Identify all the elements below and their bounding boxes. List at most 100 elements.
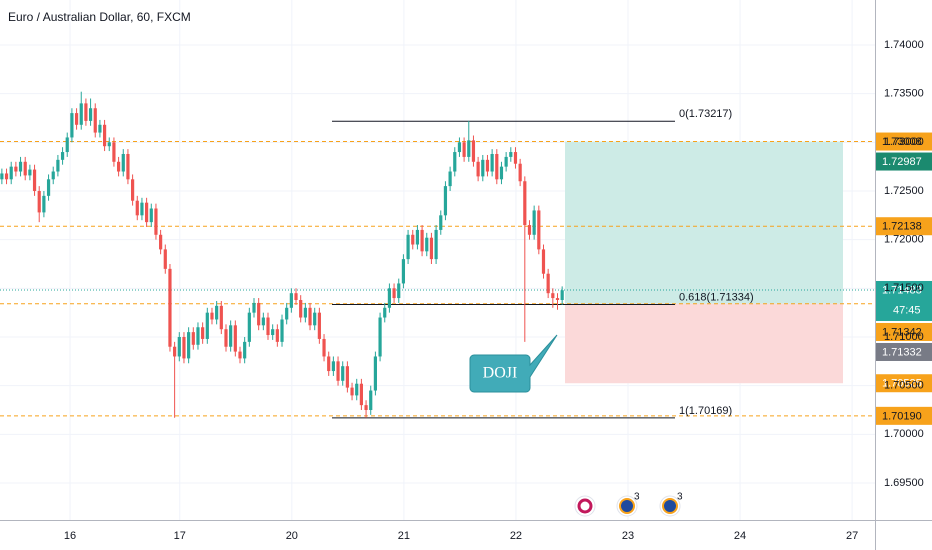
candle-body <box>499 166 504 180</box>
candle-body <box>163 249 167 269</box>
chart-title: Euro / Australian Dollar, 60, FXCM <box>8 10 191 24</box>
price-tag-label: 1.72987 <box>882 156 922 168</box>
candle-body <box>173 346 177 357</box>
candle-body <box>247 312 251 342</box>
candle-body <box>51 171 55 180</box>
event-icon <box>619 498 635 514</box>
candle-body <box>74 113 79 125</box>
price-tag-label: 1.72138 <box>882 221 922 233</box>
candle-body <box>116 161 121 172</box>
candle-body <box>233 325 237 352</box>
y-tick-label: 1.69500 <box>884 477 924 489</box>
candle-body <box>303 307 307 318</box>
price-tag-label: 1.70525 <box>882 378 922 390</box>
candle-body <box>70 113 74 138</box>
candle-body <box>345 366 349 388</box>
candle-body <box>261 317 265 326</box>
candle-body <box>229 325 233 347</box>
price-tag-label: 1.73008 <box>882 136 922 148</box>
x-tick-label: 17 <box>174 530 186 542</box>
candle-body <box>37 190 41 213</box>
candle-body <box>490 153 494 172</box>
candle-body <box>537 210 541 250</box>
x-tick-label: 24 <box>734 530 746 542</box>
candle-body <box>429 237 434 260</box>
fib-label: 1(1.70169) <box>679 405 732 417</box>
candle-body <box>210 312 214 320</box>
candle-body <box>518 163 522 182</box>
candle-body <box>257 302 261 326</box>
candle-body <box>369 390 373 411</box>
drawings: 0(1.73217) 0.618(1.71334) 1(1.70169) DOJI <box>0 108 875 419</box>
y-tick-label: 1.73500 <box>884 88 924 100</box>
price-tag-label: 1.71342 <box>882 326 922 338</box>
candle-body <box>42 195 46 213</box>
y-tick-label: 1.71000 <box>884 331 924 343</box>
x-tick-label: 16 <box>64 530 76 542</box>
candle-body <box>4 173 9 180</box>
candle-body <box>509 152 513 157</box>
candle-body <box>471 140 476 162</box>
candle-body <box>476 161 480 177</box>
candle-body <box>387 288 392 308</box>
event-icon <box>577 498 593 514</box>
countdown: 47:45 <box>893 304 921 316</box>
price-tag <box>876 132 932 151</box>
candle-body <box>205 312 209 339</box>
y-tick-label: 1.71500 <box>884 282 924 294</box>
candle-body <box>159 234 163 250</box>
y-tick-label: 1.73000 <box>884 136 924 148</box>
candle-body <box>341 366 345 381</box>
candle-body <box>555 298 560 301</box>
candle-body <box>546 273 550 294</box>
candle-body <box>112 142 116 162</box>
candle-body <box>504 156 508 167</box>
candle-body <box>121 153 125 172</box>
candle-body <box>215 305 219 320</box>
x-tick-label: 21 <box>398 530 410 542</box>
candle-body <box>551 293 555 299</box>
candle-body <box>224 329 228 347</box>
price-tag <box>876 406 932 425</box>
event-icons: 3 3 <box>574 492 683 517</box>
candle-body <box>98 124 102 133</box>
fib-label: 0.618(1.71334) <box>679 291 754 303</box>
candle-body <box>397 283 401 299</box>
y-tick-label: 1.74000 <box>884 39 924 51</box>
price-tag <box>876 342 932 361</box>
candle-body <box>317 312 321 339</box>
candle-body <box>201 327 205 339</box>
candles <box>0 91 564 418</box>
candle-body <box>126 153 130 180</box>
candle-body <box>145 202 149 223</box>
candle-body <box>289 293 293 308</box>
candle-body <box>88 108 93 121</box>
candle-body <box>168 268 172 347</box>
candle-body <box>219 305 223 330</box>
candle-body <box>359 383 363 406</box>
price-tag <box>876 280 932 321</box>
candle-body <box>355 383 359 396</box>
candle-body <box>187 332 191 359</box>
event-badge: 3 <box>634 492 640 503</box>
candle-body <box>140 202 144 216</box>
x-tick-label: 22 <box>510 530 522 542</box>
candle-body <box>60 152 65 160</box>
candle-body <box>299 300 303 318</box>
candle-body <box>560 290 564 301</box>
event-icon <box>662 498 678 514</box>
candle-body <box>541 249 546 274</box>
candle-body <box>373 356 378 391</box>
candle-body <box>457 142 462 153</box>
price-tag <box>876 217 932 236</box>
candle-body <box>14 166 18 172</box>
x-tick-label: 20 <box>286 530 298 542</box>
annotation-callout <box>469 334 558 393</box>
price-tag <box>876 322 932 341</box>
candle-body <box>322 338 326 357</box>
candle-body <box>513 152 518 164</box>
candle-body <box>252 302 256 313</box>
candle-body <box>285 307 289 320</box>
candle-body <box>523 181 527 226</box>
